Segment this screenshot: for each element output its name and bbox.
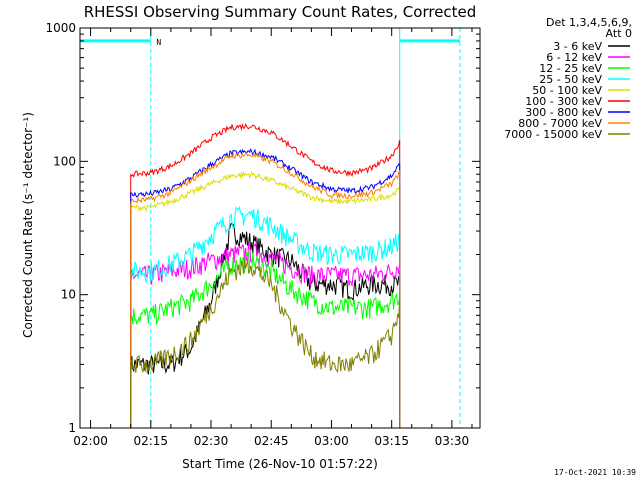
series-line-2 [130,242,401,428]
flag-marker: N [156,38,161,47]
chart-title: RHESSI Observing Summary Count Rates, Co… [84,3,477,21]
plot-area: N [80,28,461,428]
x-tick-label: 02:00 [73,434,108,448]
y-tick-label: 100 [53,154,76,168]
axes: 1 10 100 1000 02:00 02:15 02:30 02:45 03:00 03:15… [45,21,481,448]
series-line-4 [130,205,401,428]
series-line-1 [130,222,401,428]
legend-label: 300 - 800 keV [525,106,602,119]
series-line-9 [130,257,401,428]
footer-timestamp: 17-Oct-2021 10:39 [554,468,636,477]
y-tick-label: 1000 [45,21,76,35]
plot-frame [79,27,481,429]
y-tick-label: 10 [61,288,76,302]
legend-label: 12 - 25 keV [539,62,602,75]
x-tick-label: 03:30 [435,434,470,448]
x-tick-label: 02:30 [194,434,229,448]
legend-header-line-2: Att 0 [606,27,632,40]
legend-label: 800 - 7000 keV [518,117,602,130]
legend-label: 3 - 6 keV [553,40,602,53]
x-axis-label: Start Time (26-Nov-10 01:57:22) [182,457,378,471]
series-line-8 [130,151,401,428]
legend-label: 7000 - 15000 keV [504,128,602,141]
series-line-7 [130,147,401,428]
legend-header-line-1: Det 1,3,4,5,6,9, [546,16,632,29]
x-tick-label: 03:15 [374,434,409,448]
legend-label: 100 - 300 keV [525,95,602,108]
legend-label: 6 - 12 keV [546,51,602,64]
legend-label: 25 - 50 keV [539,73,602,86]
x-tick-label: 03:00 [314,434,349,448]
series-line-5 [130,170,401,428]
x-tick-label: 02:15 [133,434,168,448]
series-line-3 [130,252,401,428]
series-line-6 [130,122,401,428]
y-tick-label: 1 [68,421,76,435]
x-tick-label: 02:45 [254,434,289,448]
legend-label: 50 - 100 keV [532,84,602,97]
y-axis-label: Corrected Count Rate (s⁻¹ detector⁻¹) [21,112,35,338]
